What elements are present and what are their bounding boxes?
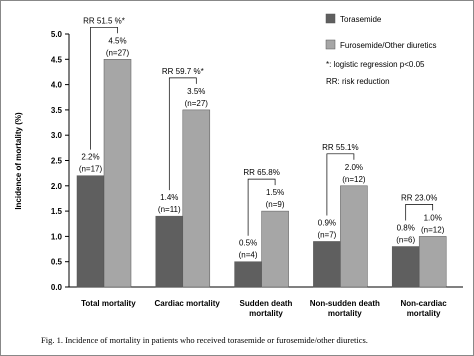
y-tick-label: 2.5 [51,157,63,166]
bar [103,59,132,288]
rr-bracket [247,178,276,236]
legend-swatch [325,13,336,24]
value-label: 3.5% [187,87,205,96]
rr-annotation: RR 55.1% [322,143,358,152]
x-tick-label: Cardiac mortality [154,299,220,308]
y-tick-label: 4.5 [51,55,63,64]
rr-annotation: RR 23.0% [401,193,437,202]
rr-annotation: RR 51.5 %* [83,16,125,25]
legend-note: *: logistic regression p<0.05 [326,60,425,69]
x-tick-label: Non-sudden death mortality [309,299,380,318]
value-label: 2.2% [81,153,99,162]
bar [261,210,289,288]
rr-annotation: RR 65.8% [243,168,279,177]
value-label: 0.5% [239,239,257,248]
bar [76,175,105,288]
rr-bracket [90,26,118,150]
value-label: 2.0% [345,163,363,172]
y-tick-label: 4.0 [51,81,63,90]
y-tick-label: 3.0 [51,131,63,140]
y-tick-label: 0.5 [51,258,63,267]
n-label: (n=27) [185,99,209,108]
value-label: 0.9% [318,218,336,227]
rr-bracket [405,204,434,221]
rr-annotation: RR 59.7 %* [162,67,204,76]
value-label: 0.8% [397,224,415,233]
bar [182,109,211,288]
value-label: 1.5% [266,188,284,197]
y-tick-label: 1.0 [51,232,63,241]
n-label: (n=11) [158,205,181,214]
legend-label: Furosemide/Other diuretics [340,41,436,50]
n-label: (n=6) [396,236,415,245]
y-tick-label: 2.0 [51,182,63,191]
value-label: 1.4% [160,193,178,202]
bar [418,236,447,288]
n-label: (n=12) [342,175,366,184]
n-label: (n=7) [317,230,336,239]
y-tick-label: 3.5 [51,106,63,115]
y-axis-title: Incidence of mortality (%) [14,112,23,210]
value-label: 4.5% [108,36,126,45]
n-label: (n=17) [79,165,103,174]
bar [234,261,262,288]
rr-bracket [326,153,355,216]
y-tick-label: 1.5 [51,207,63,216]
legend-note: RR: risk reduction [326,77,390,86]
bar [340,185,368,288]
rr-bracket [168,77,197,191]
y-tick-label: 0.0 [51,283,63,292]
caption: Fig. 1. Incidence of mortality in patien… [41,335,368,345]
n-label: (n=12) [421,225,445,234]
n-label: (n=9) [266,200,285,209]
n-label: (n=4) [239,251,258,260]
bar [155,215,184,288]
legend-label: Torasemide [340,15,382,24]
n-label: (n=27) [106,48,130,57]
bar [313,241,341,288]
x-tick-label: Non-cardiac mortality [400,299,447,318]
bar [391,246,420,288]
x-tick-label: Sudden death mortality [239,299,293,318]
y-tick-label: 5.0 [51,30,63,39]
x-tick-label: Total mortality [81,299,136,308]
legend-swatch [325,39,336,50]
value-label: 1.0% [424,213,442,222]
